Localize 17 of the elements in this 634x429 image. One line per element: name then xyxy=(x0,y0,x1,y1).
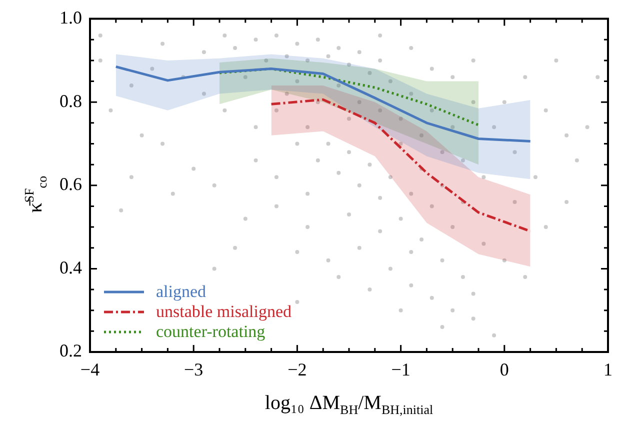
x-tick-label: 1 xyxy=(604,360,612,380)
x-tick-label: −4 xyxy=(80,360,100,380)
legend-label: aligned xyxy=(156,282,206,302)
line-series xyxy=(270,98,532,232)
y-tick-label: 0.2 xyxy=(60,340,82,361)
x-axis-title: log₁₀ ΔM$_{BH}$/M$_{BH,initial}$ xyxy=(264,392,434,418)
x-tick-label: −2 xyxy=(288,360,307,380)
line-series xyxy=(218,68,480,126)
x-tick-label: 0 xyxy=(500,360,509,380)
y-tick-label: 0.4 xyxy=(60,257,82,278)
legend-label: counter-rotating xyxy=(156,322,266,342)
y-tick-label: 0.6 xyxy=(60,174,82,194)
y-tick-label: 0.8 xyxy=(60,90,82,111)
x-tick-label: −3 xyxy=(184,360,204,380)
x-tick-label: −1 xyxy=(391,360,410,380)
y-tick-label: 1.0 xyxy=(60,8,82,28)
legend-label: unstable misaligned xyxy=(156,302,292,322)
